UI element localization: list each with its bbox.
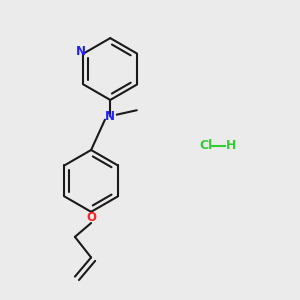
Text: N: N bbox=[76, 45, 85, 58]
Text: O: O bbox=[86, 211, 96, 224]
Text: H: H bbox=[226, 139, 236, 152]
Text: N: N bbox=[105, 110, 115, 123]
Text: Cl: Cl bbox=[199, 139, 213, 152]
